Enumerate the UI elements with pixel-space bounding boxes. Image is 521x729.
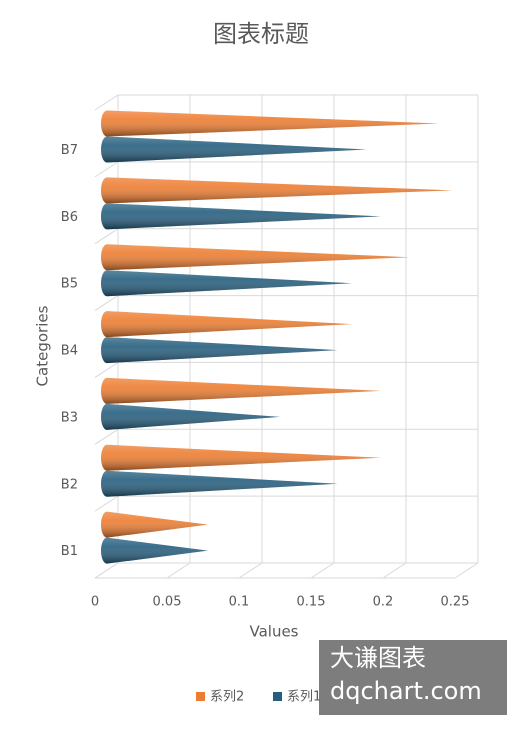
- y-tick-label: B3: [61, 410, 78, 425]
- floor-grid-line: [238, 562, 263, 579]
- legend: 系列2 系列1: [196, 690, 321, 705]
- floor-grid-line: [310, 562, 335, 579]
- floor-grid-line: [382, 562, 407, 579]
- y-tick-label: B5: [61, 277, 78, 292]
- y-tick-label: B4: [61, 344, 78, 359]
- category-grid-line: [94, 161, 119, 178]
- cone-shading: [101, 403, 280, 430]
- plot-area: 0 0.05 0.1 0.15 0.2 0.25 B1 B2 B3 B4 B5 B6 B7: [61, 94, 479, 610]
- y-tick-label: B2: [61, 477, 78, 492]
- x-tick-label: 0.2: [373, 595, 394, 610]
- cone-shading: [101, 377, 381, 404]
- x-axis-title: Values: [249, 623, 298, 641]
- x-tick-label: 0.05: [153, 595, 182, 610]
- x-tick-label: 0.25: [441, 595, 470, 610]
- category-grid-line: [94, 428, 119, 445]
- cone-shading: [101, 203, 381, 230]
- floor-grid-line: [166, 562, 191, 579]
- cone-shading: [101, 244, 410, 271]
- y-axis-title: Categories: [34, 305, 52, 386]
- y-tick-label: B6: [61, 210, 78, 225]
- watermark: 大谦图表: [330, 644, 426, 672]
- category-grid-line: [94, 94, 119, 111]
- cone-shading: [101, 270, 352, 297]
- floor-grid-line: [94, 562, 119, 579]
- cone-shading: [101, 136, 367, 163]
- legend-swatch: [273, 692, 282, 701]
- legend-label: 系列1: [287, 690, 321, 705]
- cone-shading: [101, 444, 381, 471]
- x-tick-label: 0.15: [297, 595, 326, 610]
- y-tick-label: B7: [61, 143, 78, 158]
- cone-shading: [101, 470, 338, 497]
- legend-swatch: [196, 692, 205, 701]
- cone-shading: [101, 537, 208, 564]
- legend-label: 系列2: [210, 690, 244, 705]
- category-grid-line: [94, 228, 119, 245]
- x-tick-label: 0.1: [229, 595, 250, 610]
- y-tick-label: B1: [61, 544, 78, 559]
- cone-shading: [101, 337, 338, 364]
- x-tick-label: 0: [91, 595, 99, 610]
- floor-grid-line: [454, 562, 479, 579]
- cone-shading: [101, 311, 352, 338]
- chart-title: 图表标题: [213, 20, 309, 48]
- watermark: dqchart.com: [330, 677, 482, 705]
- category-grid-line: [94, 362, 119, 378]
- category-grid-line: [94, 495, 119, 512]
- category-grid-line: [94, 295, 119, 311]
- watermark-box: [319, 640, 507, 715]
- cone-shading: [100, 511, 208, 538]
- cone-shading: [101, 177, 453, 204]
- cone-shading: [101, 110, 439, 137]
